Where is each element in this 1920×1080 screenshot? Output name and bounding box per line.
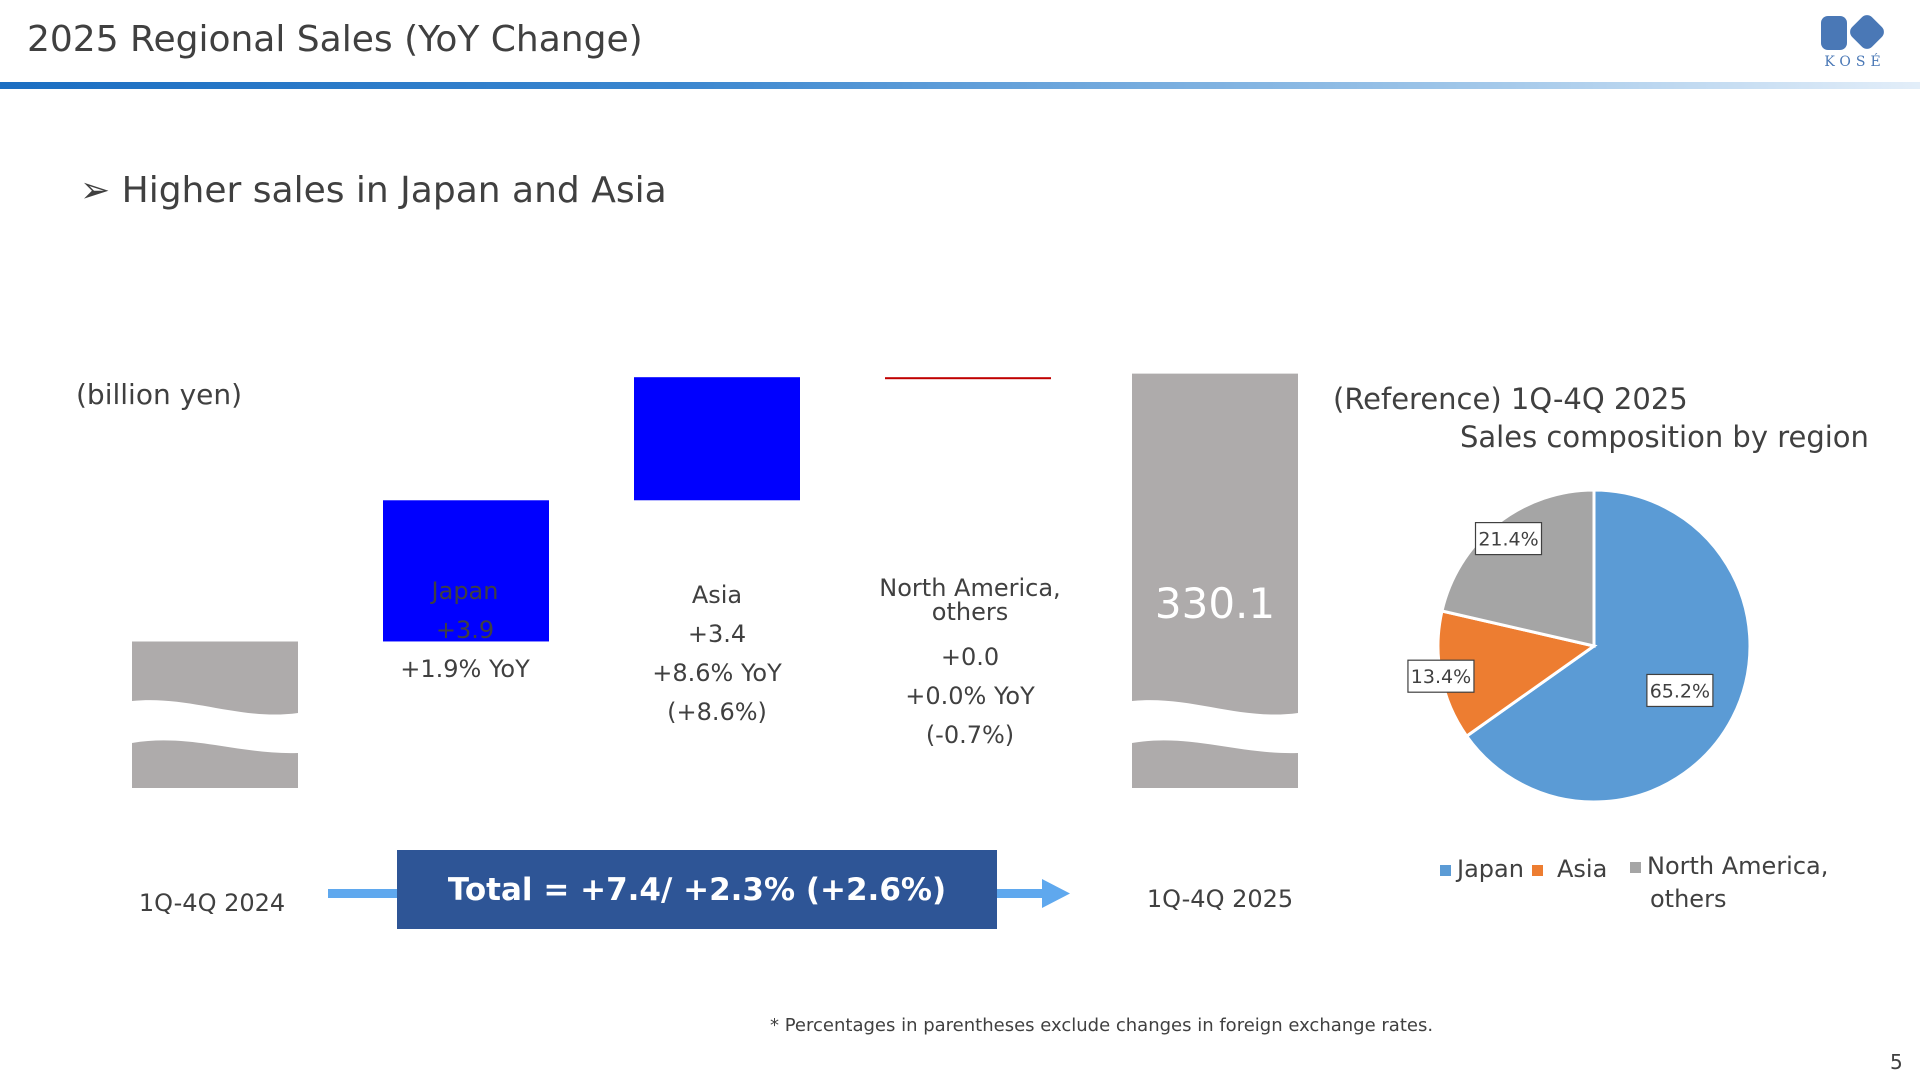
start-period-label: 1Q-4Q 2024 [138, 889, 286, 917]
total-change-box: Total = +7.4/ +2.3% (+2.6%) [397, 850, 997, 929]
pie-label-box-1 [1407, 659, 1475, 693]
step-asia-fx: (+8.6%) [667, 698, 767, 726]
legend-label-asia: Asia [1557, 855, 1608, 883]
legend-swatch-japan [1440, 864, 1451, 876]
step-na-yoy: +0.0% YoY [905, 682, 1035, 710]
step-na-label: North America, others +0.0 +0.0% YoY (-0… [850, 576, 1090, 755]
step-japan-delta: +3.9 [435, 616, 495, 644]
step-japan-label: Japan +3.9 +1.9% YoY [365, 572, 565, 689]
headline: ➢ Higher sales in Japan and Asia [80, 170, 667, 211]
pie-label-box-2 [1474, 521, 1543, 556]
pie-label-1: 13.4% [1411, 666, 1471, 688]
pie-label-2: 21.4% [1478, 529, 1538, 551]
pie-title: (Reference) 1Q-4Q 2025 [1333, 382, 1688, 416]
step-na-name: North America, others [850, 576, 1090, 624]
step-na-name-line1: North America, [879, 574, 1061, 602]
header-rule [0, 82, 1920, 89]
step-asia-delta: +3.4 [687, 620, 747, 648]
start-bar-value: 322.7 [155, 579, 275, 628]
end-bar-value: 330.1 [1155, 579, 1275, 628]
legend-item-japan: Japan [1440, 855, 1524, 883]
legend-item-na: North America, others [1630, 850, 1828, 916]
headline-text: Higher sales in Japan and Asia [121, 170, 667, 211]
flow-arrow-head [1042, 879, 1070, 908]
step-na-fx: (-0.7%) [925, 721, 1015, 749]
legend-swatch-na [1630, 861, 1641, 873]
step-na-name-line2: others [931, 598, 1009, 626]
unit-label: (billion yen) [76, 378, 243, 411]
slide-title: 2025 Regional Sales (YoY Change) [27, 19, 643, 60]
end-bar-upper [1132, 373, 1298, 715]
delta-bar-1 [634, 377, 800, 501]
start-bar-lower [132, 740, 298, 788]
pie-label-box-0 [1646, 673, 1714, 708]
step-asia-label: Asia +3.4 +8.6% YoY (+8.6%) [617, 576, 817, 732]
legend-label-na-line1: North America, [1647, 852, 1829, 880]
legend-item-asia: Asia [1532, 855, 1607, 883]
step-na-delta: +0.0 [940, 643, 1000, 671]
pie-subtitle: Sales composition by region [1460, 420, 1869, 454]
step-asia-name: Asia [691, 581, 743, 609]
bullet-arrow-icon: ➢ [80, 170, 111, 211]
pie-slice-0 [1464, 488, 1752, 804]
delta-bar-0 [383, 500, 549, 642]
start-bar-upper [132, 641, 298, 715]
step-japan-yoy: +1.9% YoY [400, 655, 530, 683]
page-number: 5 [1890, 1050, 1903, 1074]
legend-label-na-line2: others [1650, 885, 1727, 913]
legend-swatch-asia [1532, 864, 1543, 876]
footnote: * Percentages in parentheses exclude cha… [770, 1015, 1434, 1036]
step-japan-name: Japan [431, 577, 499, 605]
end-bar-lower [1132, 740, 1298, 788]
kose-logo [1821, 15, 1884, 50]
step-asia-yoy: +8.6% YoY [652, 659, 782, 687]
pie-label-0: 65.2% [1650, 680, 1710, 702]
delta-bar-2 [885, 377, 1051, 380]
logo-text: KOSÉ [1824, 54, 1886, 70]
legend-label-japan: Japan [1457, 855, 1524, 883]
end-period-label: 1Q-4Q 2025 [1146, 885, 1294, 913]
